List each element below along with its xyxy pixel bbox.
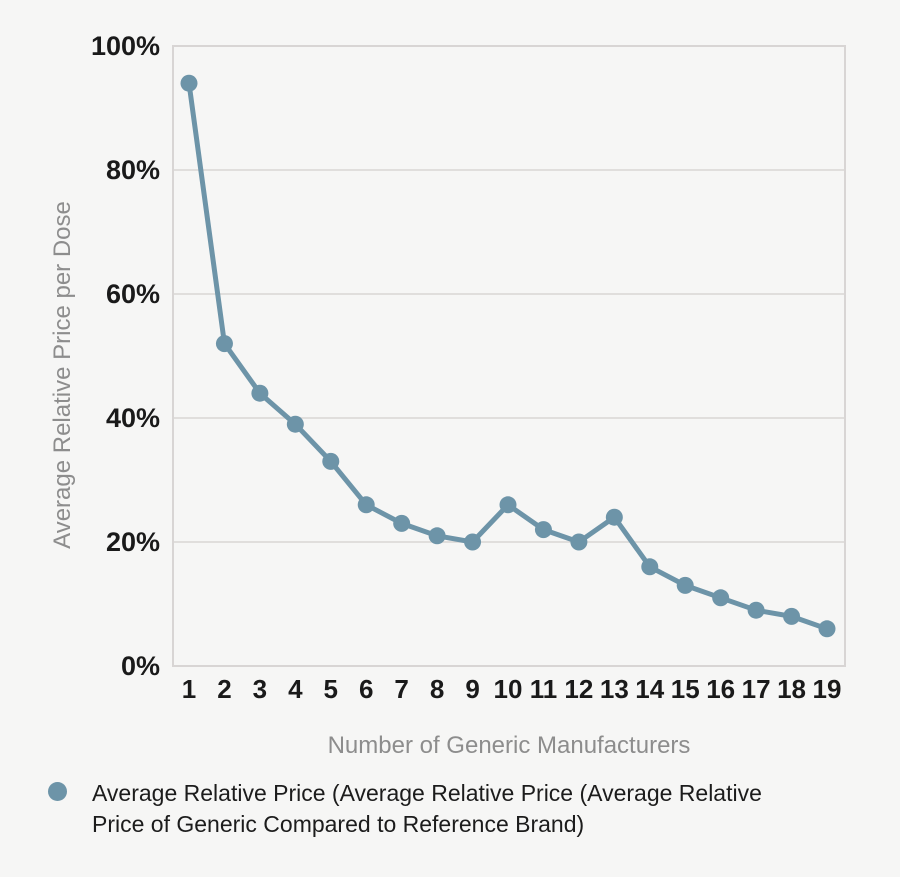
data-point-marker [712, 589, 730, 607]
data-point-marker [180, 74, 198, 92]
legend-marker-icon [48, 782, 67, 801]
gridlines-group [172, 45, 846, 667]
y-tick-label: 100% [90, 31, 160, 61]
y-tick-label: 80% [105, 155, 160, 185]
data-point-marker [215, 335, 233, 353]
x-tick-label: 15 [670, 674, 700, 704]
data-point-marker [251, 384, 269, 402]
series-group [180, 74, 836, 638]
data-point-marker [286, 415, 304, 433]
data-point-marker [357, 496, 375, 514]
data-point-marker [322, 452, 340, 470]
y-tick-label: 20% [105, 527, 160, 557]
legend: Average Relative Price (Average Relative… [48, 778, 814, 840]
x-tick-label: 3 [252, 674, 268, 704]
data-point-marker [676, 576, 694, 594]
data-point-marker [747, 601, 765, 619]
data-point-marker [570, 533, 588, 551]
x-tick-label: 10 [493, 674, 523, 704]
data-point-marker [393, 514, 411, 532]
x-tick-label: 1 [181, 674, 197, 704]
x-axis-title: Number of Generic Manufacturers [327, 732, 691, 759]
x-tick-label: 5 [323, 674, 338, 704]
data-point-marker [641, 558, 659, 576]
y-tick-label: 0% [120, 651, 160, 681]
x-tick-label: 18 [777, 674, 806, 704]
data-point-marker [464, 533, 482, 551]
legend-label: Average Relative Price (Average Relative… [92, 780, 762, 837]
data-point-marker [783, 607, 801, 625]
data-point-marker [534, 521, 552, 539]
x-tick-label: 6 [358, 674, 374, 704]
x-tick-label: 8 [429, 674, 445, 704]
data-point-marker [818, 620, 836, 638]
x-tick-label: 7 [394, 674, 409, 704]
x-tick-label: 16 [706, 674, 736, 704]
data-point-marker [499, 496, 517, 514]
x-tick-label: 9 [465, 674, 480, 704]
data-point-marker [428, 527, 446, 545]
y-tick-label: 40% [105, 403, 160, 433]
x-tick-label: 12 [564, 674, 594, 704]
y-tick-label: 60% [105, 279, 160, 309]
plot-border [172, 45, 846, 667]
x-tick-label: 14 [635, 674, 665, 704]
series-line [186, 80, 830, 632]
x-tick-label: 17 [741, 674, 771, 704]
x-tick-label: 11 [529, 674, 558, 704]
x-tick-label: 13 [599, 674, 629, 704]
x-tick-label: 4 [288, 674, 303, 704]
x-tick-label: 19 [812, 674, 842, 704]
x-tick-label: 2 [217, 674, 232, 704]
data-point-marker [605, 508, 623, 526]
y-axis-title: Average Relative Price per Dose [49, 201, 76, 549]
